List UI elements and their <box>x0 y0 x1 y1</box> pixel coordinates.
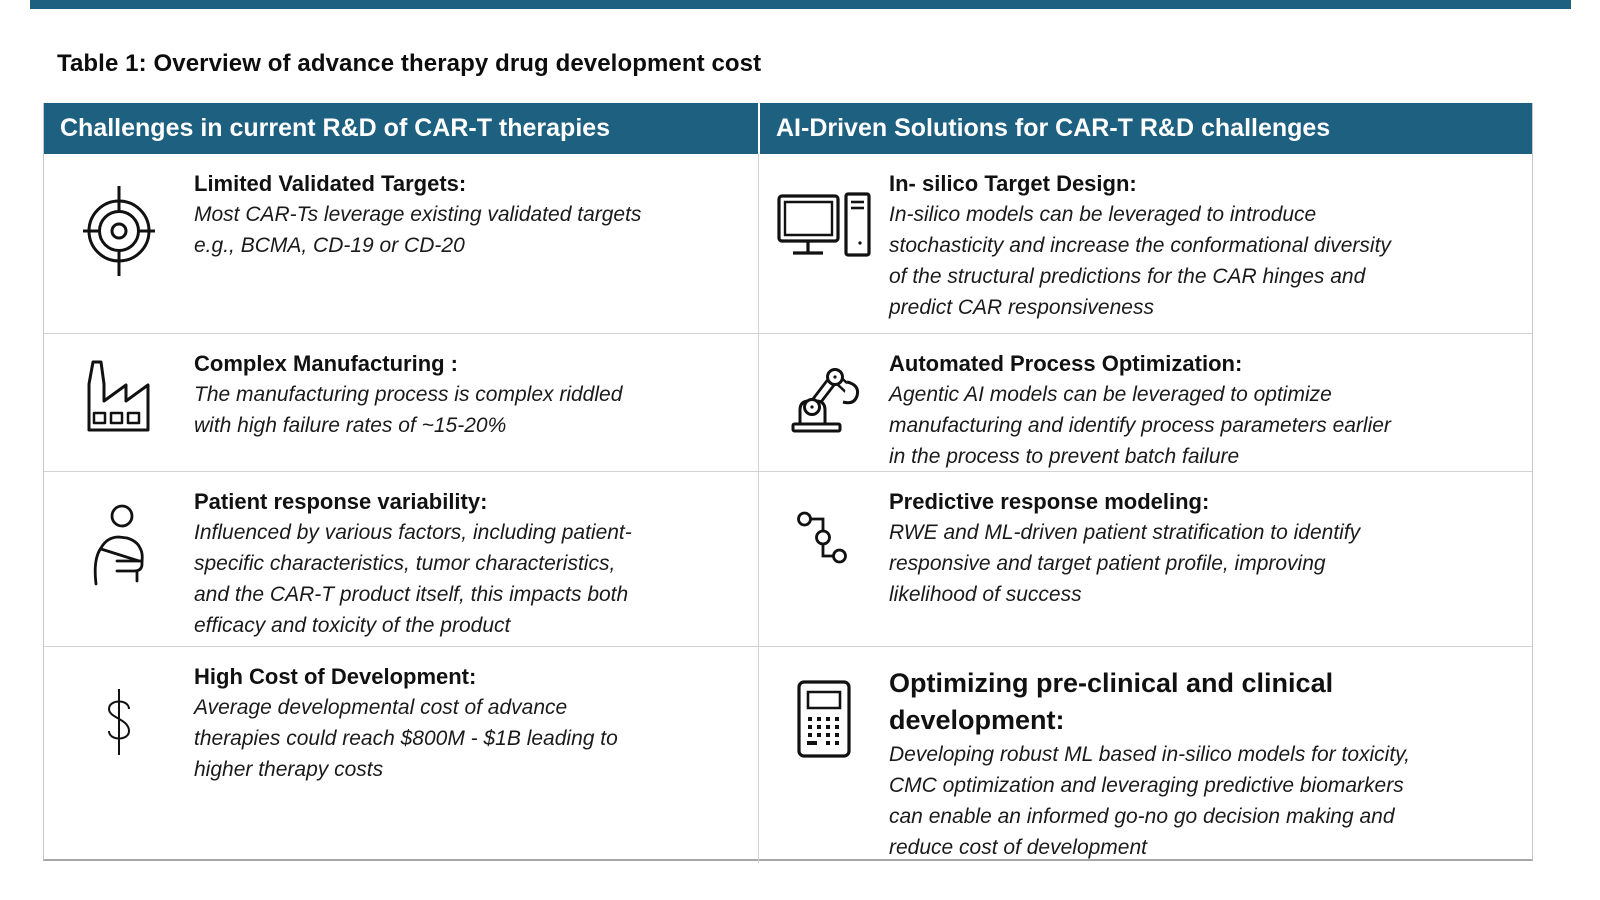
cell-body: The manufacturing process is complex rid… <box>194 383 623 437</box>
cell-heading: Predictive response modeling: <box>889 489 1210 514</box>
cell-body: RWE and ML-driven patient stratification… <box>889 521 1361 606</box>
column-header-ai-solutions: AI-Driven Solutions for CAR-T R&D challe… <box>758 103 1532 154</box>
column-header-challenges: Challenges in current R&D of CAR-T thera… <box>60 114 611 142</box>
cell-automated-process-optimization: Automated Process Optimization: Agentic … <box>758 334 1532 472</box>
cell-heading: Optimizing pre-clinical and clinical dev… <box>889 668 1334 735</box>
cell-predictive-response-modeling: Predictive response modeling: RWE and ML… <box>758 472 1532 646</box>
cell-patient-response-variability: Patient response variability: Influenced… <box>44 472 758 646</box>
page-title: Table 1: Overview of advance therapy dru… <box>57 50 762 77</box>
table-row: Complex Manufacturing : The manufacturin… <box>44 333 1532 472</box>
cell-heading: In- silico Target Design: <box>889 171 1137 196</box>
node-graph-icon <box>759 510 889 570</box>
top-accent-bar <box>30 0 1571 9</box>
cell-body: Developing robust ML based in-silico mod… <box>889 743 1410 859</box>
cell-heading: High Cost of Development: <box>194 664 477 689</box>
robot-arm-icon <box>759 362 889 434</box>
cell-complex-manufacturing: Complex Manufacturing : The manufacturin… <box>44 334 758 472</box>
cell-optimizing-preclinical-clinical: Optimizing pre-clinical and clinical dev… <box>758 647 1532 863</box>
table-header-row: Challenges in current R&D of CAR-T thera… <box>44 103 1532 154</box>
overview-table: Challenges in current R&D of CAR-T thera… <box>43 103 1533 863</box>
cell-in-silico-target-design: In- silico Target Design: In-silico mode… <box>758 154 1532 333</box>
cell-body: Average developmental cost of advance th… <box>194 696 618 781</box>
cell-body: Most CAR-Ts leverage existing validated … <box>194 203 642 257</box>
factory-icon <box>44 358 194 434</box>
cell-body: In-silico models can be leveraged to int… <box>889 203 1391 319</box>
cell-heading: Automated Process Optimization: <box>889 351 1243 376</box>
cell-body: Influenced by various factors, including… <box>194 521 632 637</box>
cell-limited-validated-targets: Limited Validated Targets: Most CAR-Ts l… <box>44 154 758 333</box>
patient-icon <box>44 504 194 588</box>
table-row: High Cost of Development: Average develo… <box>44 646 1532 863</box>
table-row: Patient response variability: Influenced… <box>44 471 1532 646</box>
cell-heading: Limited Validated Targets: <box>194 171 467 196</box>
dollar-icon <box>44 687 194 757</box>
table-row: Limited Validated Targets: Most CAR-Ts l… <box>44 154 1532 333</box>
cell-heading: Patient response variability: <box>194 489 488 514</box>
cell-high-cost-of-development: High Cost of Development: Average develo… <box>44 647 758 863</box>
cell-body: Agentic AI models can be leveraged to op… <box>889 383 1391 468</box>
target-icon <box>44 182 194 280</box>
cell-heading: Complex Manufacturing : <box>194 351 459 376</box>
desktop-computer-icon <box>759 192 889 258</box>
calculator-icon <box>759 679 889 759</box>
